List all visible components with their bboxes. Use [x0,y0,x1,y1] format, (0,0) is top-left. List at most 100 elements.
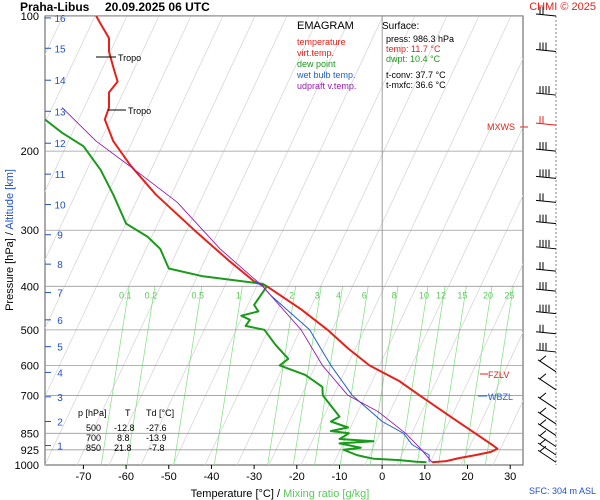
level-table: p [hPa] T Td [°C] 500 -12.8 -27.6 700 8.… [78,408,174,453]
wind-barb [535,282,557,292]
altitude-tick-label: 15 [54,44,66,55]
altitude-tick-label: 12 [54,139,66,150]
adiabat-line [204,16,416,465]
surface-tmxfc: t-mxfc: 36.6 °C [386,80,446,90]
x-axis-title-temperature: Temperature [°C] [191,488,274,500]
x-tick-label: 20 [461,471,473,483]
adiabat-line [396,194,523,465]
altitude-tick-label: 6 [57,316,63,327]
legend-dew-point: dew point [297,59,336,69]
x-axis-title: Temperature [°C] / Mixing ratio [g/kg] [191,488,370,500]
wind-barb [535,169,557,179]
x-tick-label: -30 [246,471,262,483]
wind-barb [537,392,557,410]
mixing-ratio-line [463,286,493,465]
x-axis-title-mixing: Mixing ratio [g/kg] [283,488,369,500]
altitude-tick-label: 16 [54,14,66,25]
mixing-ratio-line [314,286,343,465]
wind-barb [535,116,557,126]
adiabat-line [460,331,523,465]
wind-barb [535,193,557,203]
x-tick-label: -70 [75,471,91,483]
altitude-tick-label: 9 [57,231,63,242]
mixing-ratio-label: 1 [236,290,241,300]
mixing-ratio-label: 0.1 [119,290,132,300]
table-cell: -12.8 [114,423,135,433]
wind-barb [535,7,557,17]
adiabat-line [45,16,256,465]
wind-barb [535,42,557,53]
adiabat-line [236,16,448,465]
pressure-tick-label: 700 [21,390,39,402]
adiabat-line [76,16,288,465]
wind-barb [537,438,557,456]
svg-text:Pressure [hPa] / Altitude [km]: Pressure [hPa] / Altitude [km] [4,169,16,311]
mixing-ratio-line [126,286,156,465]
y-axis-title-altitude: Altitude [km] [4,169,16,230]
altitude-tick-label: 8 [57,260,63,271]
x-tick-label: 0 [379,471,385,483]
adiabat-line [525,16,600,465]
pressure-tick-label: 100 [21,11,39,23]
sfc-altitude: SFC: 304 m ASL [529,486,596,496]
wind-barb [535,142,557,152]
altitude-tick-label: 10 [54,201,66,212]
surface-info: Surface: press: 986.3 hPa temp: 11.7 °C … [382,21,454,90]
mixing-ratio-line [369,286,399,465]
mixing-ratio-label: 0.5 [192,290,205,300]
mixing-ratio-line [484,286,514,465]
surface-title: Surface: [382,21,419,32]
altitude-tick-label: 13 [54,107,66,118]
table-header-p: p [hPa] [78,408,107,418]
surface-dwpt: dwpt: 10.4 °C [386,54,441,64]
wbzl-label: WBZL [488,392,513,402]
mxws-label: MXWS [487,122,515,132]
fzlv-label: FZLV [488,370,509,380]
pressure-tick-label: 1000 [15,460,39,472]
x-tick-label: -50 [161,471,177,483]
mixing-ratio-label: 10 [419,290,429,300]
mixing-ratio-label: 6 [362,290,367,300]
table-cell: -7.8 [149,443,165,453]
altitude-tick-label: 3 [57,393,63,404]
adiabat-line [268,16,480,465]
x-tick-label: 30 [504,471,516,483]
adiabat-line [589,16,600,465]
wind-barb [537,355,557,373]
surface-temp: temp: 11.7 °C [386,44,441,54]
table-cell: -27.6 [146,423,167,433]
table-header-t: T [125,408,131,418]
wind-barb [535,342,557,353]
y-axis-title-sep: / [4,230,16,239]
altitude-tick-label: 4 [57,368,63,379]
tropopause-label: Tropo [118,53,141,63]
adiabat-line [172,16,384,465]
wind-barb [535,214,557,225]
mixing-ratio-label: 4 [336,290,341,300]
wind-barb [537,407,557,425]
adiabat-line [557,16,600,465]
y-axis-title: Pressure [hPa] / Altitude [km] [4,169,16,311]
table-cell: -13.9 [146,433,167,443]
x-tick-label: -60 [118,471,134,483]
x-axis-title-sep: / [274,488,283,500]
adiabat-line [140,16,352,465]
pressure-tick-label: 925 [21,445,39,457]
pressure-tick-label: 300 [21,225,39,237]
adiabat-line [45,16,192,329]
credit-text: CHMI © 2025 [529,1,596,13]
mixing-ratio-label: 2 [289,290,294,300]
adiabat-line [364,126,523,465]
adiabat-line [45,16,96,124]
adiabat-line [45,16,128,193]
pressure-tick-label: 600 [21,360,39,372]
altitude-tick-label: 2 [57,417,63,428]
altitude-tick-label: 5 [57,343,63,354]
surface-tconv: t-conv: 37.7 °C [386,70,446,80]
mixing-ratio-label: 25 [504,290,514,300]
mixing-ratio-line [267,286,297,465]
x-tick-label: -40 [203,471,219,483]
legend-wet-bulb: wet bulb temp. [296,70,356,80]
wind-barb [535,304,557,315]
